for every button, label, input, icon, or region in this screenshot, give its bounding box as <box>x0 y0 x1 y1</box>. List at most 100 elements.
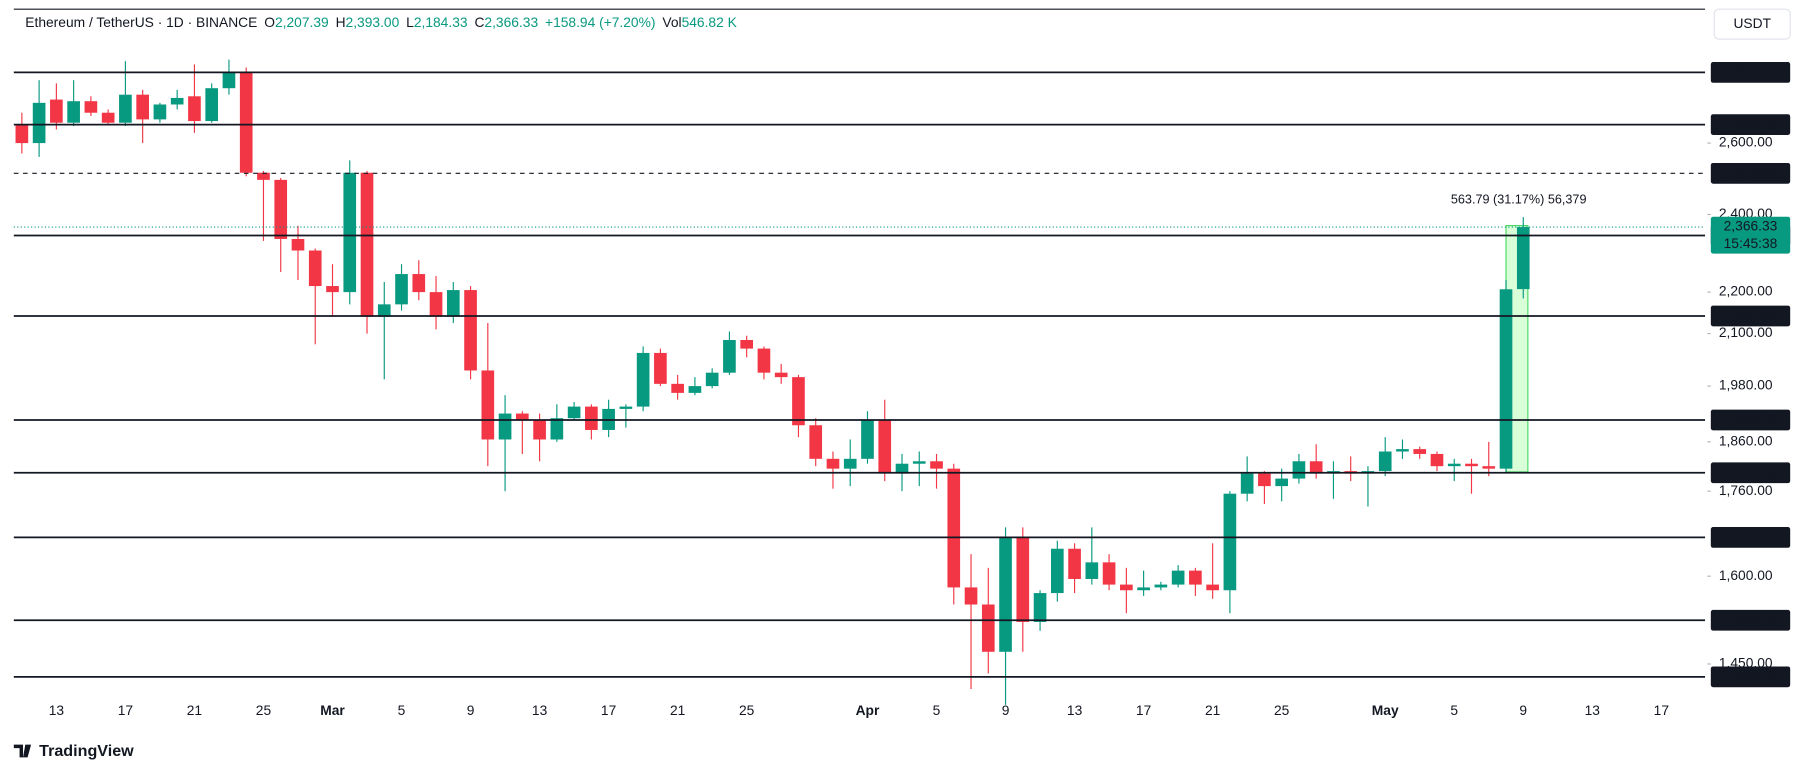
brand-icon <box>13 744 32 758</box>
candle-body <box>895 463 909 474</box>
candle-body <box>671 383 684 393</box>
header: Ethereum / TetherUS · 1D · BINANCE O2,207… <box>25 15 737 30</box>
candle-body <box>343 172 357 293</box>
current-price-box <box>1710 216 1791 254</box>
candle-body <box>688 386 702 393</box>
ohlc-label: O <box>264 15 275 30</box>
candle-body <box>1447 463 1461 467</box>
x-tick-label: 9 <box>467 703 475 718</box>
level-label: 2,513.30 <box>1724 166 1778 181</box>
level-label-box <box>1710 462 1791 484</box>
candle-body <box>1413 449 1427 454</box>
ohlc-value: 2,184.33 <box>414 15 468 30</box>
symbol-title: Ethereum / TetherUS · 1D · BINANCE <box>25 15 257 30</box>
y-tick-label: 1,860.00 <box>1719 434 1773 449</box>
candle-body <box>999 537 1012 652</box>
x-tick-label: Mar <box>320 703 345 718</box>
level-label-box <box>1710 162 1791 184</box>
candle-body <box>1102 562 1116 585</box>
x-tick-label: May <box>1372 703 1399 718</box>
candle-body <box>654 352 667 384</box>
candle-body <box>809 425 823 459</box>
level-label: 1,522.86 <box>1724 612 1778 627</box>
candle-body <box>360 172 374 317</box>
y-tick-label: 2,200.00 <box>1719 284 1773 299</box>
candle-body <box>1258 473 1271 487</box>
brand: TradingView <box>39 742 134 760</box>
currency[interactable]: USDT <box>1733 16 1771 31</box>
candle-body <box>550 418 564 440</box>
candle-body <box>1171 570 1185 585</box>
x-tick-label: 13 <box>532 703 548 718</box>
current-price-label: 2,366.33 <box>1724 219 1778 234</box>
candle-body <box>153 104 167 120</box>
candle-body <box>101 112 115 123</box>
candle-body <box>774 372 788 378</box>
candle-body <box>878 420 892 474</box>
candle-body <box>843 458 857 469</box>
level-label: 2,654.46 <box>1724 117 1778 132</box>
level-label-box <box>1710 527 1791 548</box>
candle-body <box>1292 461 1306 479</box>
candle-body <box>222 72 236 89</box>
candle-body <box>740 340 754 349</box>
x-tick-label: 9 <box>1002 703 1010 718</box>
candle-body <box>1206 584 1219 591</box>
candle-body <box>1154 584 1168 588</box>
level-label: 2,814.37 <box>1724 65 1778 80</box>
candle-body <box>326 286 339 293</box>
candle-body <box>188 96 201 122</box>
x-tick-label: 21 <box>187 703 202 718</box>
x-tick-label: 17 <box>1136 703 1151 718</box>
candle-body <box>239 72 253 173</box>
ohlc-value: 2,207.39 <box>275 15 329 30</box>
candle-body <box>1275 478 1288 487</box>
candle-body <box>1240 473 1254 494</box>
candle-body <box>1482 466 1496 469</box>
volume-label: Vol <box>662 15 681 30</box>
candle-body <box>947 468 961 588</box>
candle-body <box>1085 562 1099 579</box>
candle-body <box>412 274 426 293</box>
ohlc-value: 2,393.00 <box>346 15 400 30</box>
level-label: 1,429.30 <box>1724 669 1778 684</box>
x-tick-label: 21 <box>670 703 685 718</box>
level-label-box <box>1710 609 1791 631</box>
candle-body <box>1430 453 1444 467</box>
candle-body <box>981 604 995 652</box>
candle-body <box>619 406 633 409</box>
y-tick-label: 1,600.00 <box>1719 568 1773 583</box>
x-tick-label: 13 <box>49 703 65 718</box>
candle-body <box>723 340 736 373</box>
candle-body <box>912 461 926 464</box>
candle-body <box>67 101 80 123</box>
candle-body <box>964 587 978 605</box>
level-label: 1,796.68 <box>1724 465 1778 480</box>
candle-body <box>792 377 805 426</box>
candle-body <box>861 420 874 459</box>
x-tick-label: 9 <box>1519 703 1527 718</box>
x-tick-label: 25 <box>256 703 272 718</box>
x-tick-label: 13 <box>1067 703 1083 718</box>
currency-button[interactable] <box>1713 8 1791 40</box>
candle-body <box>757 348 771 373</box>
candle-body <box>1068 548 1081 579</box>
x-tick-label: 5 <box>1450 703 1458 718</box>
countdown: 15:45:38 <box>1724 236 1778 251</box>
candle-body <box>1516 227 1530 290</box>
candle-body <box>15 124 29 144</box>
volume: 546.82 K <box>682 15 738 30</box>
candle-body <box>1223 493 1237 591</box>
candle-body <box>32 102 46 144</box>
x-tick-label: 21 <box>1205 703 1220 718</box>
y-tick-label: 1,980.00 <box>1719 378 1773 393</box>
candle-body <box>1499 289 1513 469</box>
x-tick-label: Apr <box>856 703 880 718</box>
x-tick-label: 17 <box>118 703 133 718</box>
candle-body <box>567 406 581 419</box>
candle-body <box>464 290 477 371</box>
candle-body <box>274 179 288 239</box>
x-tick-label: 5 <box>933 703 941 718</box>
candle-body <box>1396 449 1409 452</box>
